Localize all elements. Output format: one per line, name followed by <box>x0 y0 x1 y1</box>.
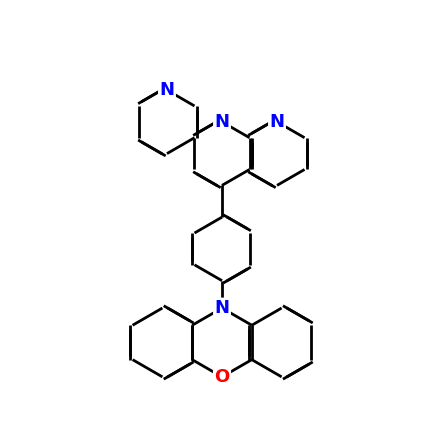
Text: N: N <box>214 299 230 317</box>
Text: N: N <box>159 81 174 99</box>
Text: N: N <box>270 113 285 131</box>
Text: O: O <box>214 368 230 386</box>
Text: N: N <box>214 113 230 131</box>
